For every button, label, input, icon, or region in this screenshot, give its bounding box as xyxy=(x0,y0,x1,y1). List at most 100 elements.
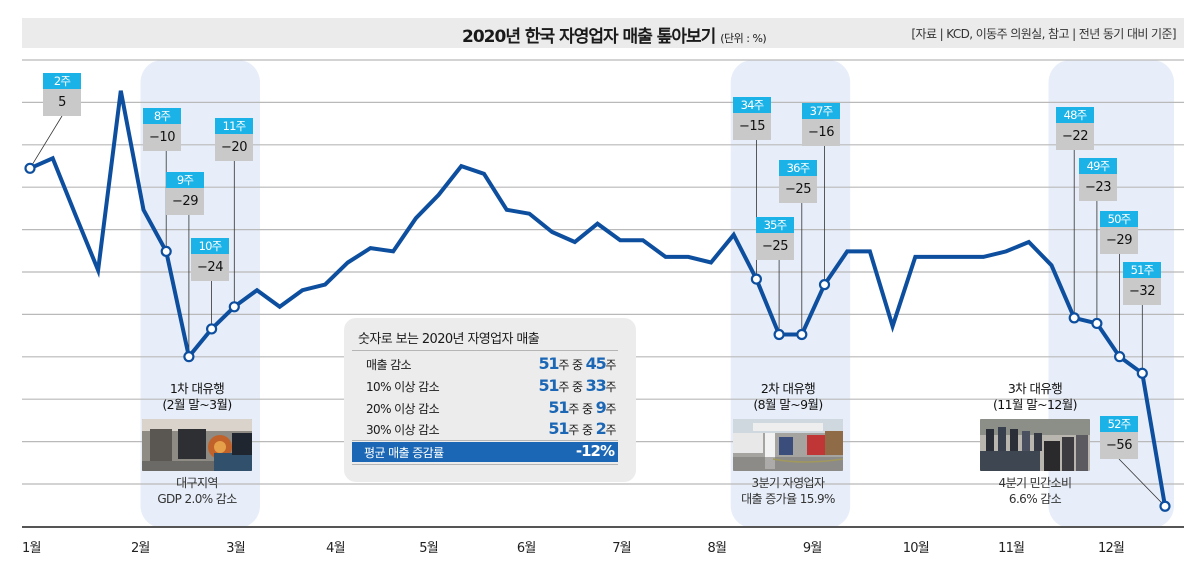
x-tick-label: 4월 xyxy=(326,541,345,556)
summary-average-label: 평균 매출 증감률 xyxy=(364,446,444,460)
callout-value: −32 xyxy=(1123,278,1161,305)
summary-box: 숫자로 보는 2020년 자영업자 매출 매출 감소 51주 중 45주 10%… xyxy=(344,318,636,482)
summary-total: 51 xyxy=(548,419,569,438)
callout-week-37: 37주 −16 xyxy=(802,103,840,146)
highlight-band-2 xyxy=(730,60,851,528)
wave-2-note-2: 대출 증가율 15.9% xyxy=(741,492,835,506)
wave-label-1: 1차 대유행 (2월 말~3월) 대구지역 GDP 2.0% 감소 xyxy=(137,381,257,507)
x-tick-label: 5월 xyxy=(419,541,438,556)
summary-total-unit: 주 중 xyxy=(568,402,596,416)
leader-line xyxy=(29,115,63,169)
callout-value: −15 xyxy=(733,113,771,140)
x-tick-label: 8월 xyxy=(707,541,727,556)
callout-week-11: 11주 −20 xyxy=(215,118,253,161)
wave-3-title: 3차 대유행 xyxy=(1007,381,1063,396)
summary-row-value: 51주 중 33주 xyxy=(538,376,616,395)
callout-week-52: 52주 −56 xyxy=(1100,416,1138,459)
summary-row-label: 매출 감소 xyxy=(366,358,412,372)
data-point-marker xyxy=(750,273,763,285)
summary-row: 10% 이상 감소 51주 중 33주 xyxy=(358,376,617,396)
summary-count-unit: 주 xyxy=(605,423,617,437)
callout-week-label: 11주 xyxy=(215,118,253,134)
wave-1-note-2: GDP 2.0% 감소 xyxy=(157,492,237,506)
callout-value: −22 xyxy=(1056,123,1094,150)
wave-2-note-1: 3분기 자영업자 xyxy=(751,476,825,490)
callout-week-label: 2주 xyxy=(43,73,81,89)
callout-week-label: 10주 xyxy=(191,238,229,254)
callout-week-label: 52주 xyxy=(1100,416,1138,432)
wave-3-note-1: 4분기 민간소비 xyxy=(998,476,1072,490)
summary-count-unit: 주 xyxy=(605,380,617,394)
wave-1-photo xyxy=(142,419,252,471)
wave-2-photo xyxy=(733,419,843,471)
callout-value: −29 xyxy=(1100,227,1138,254)
data-point-markers xyxy=(24,162,1171,512)
wave-label-3: 3차 대유행 (11월 말~12월) 4분기 민간소비 6.6% 감소 xyxy=(975,381,1095,507)
callout-value: 5 xyxy=(43,89,81,116)
callout-week-36: 36주 −25 xyxy=(779,160,817,203)
data-point-marker xyxy=(228,301,240,313)
data-point-marker xyxy=(1091,317,1103,330)
summary-total: 51 xyxy=(548,398,569,417)
summary-count-unit: 주 xyxy=(605,358,617,372)
callout-week-8: 8주 −10 xyxy=(143,108,181,151)
callout-week-34: 34주 −15 xyxy=(733,97,771,140)
summary-row: 매출 감소 51주 중 45주 xyxy=(358,354,617,374)
x-tick-label: 11월 xyxy=(998,541,1025,556)
callout-week-label: 9주 xyxy=(166,172,204,188)
data-point-marker xyxy=(24,162,36,174)
callout-week-label: 35주 xyxy=(756,217,794,233)
wave-3-photo xyxy=(980,419,1090,471)
callout-week-49: 49주 −23 xyxy=(1079,158,1117,201)
callout-week-label: 36주 xyxy=(779,160,817,176)
wave-2-title: 2차 대유행 xyxy=(760,381,816,396)
callout-value: −20 xyxy=(215,134,253,161)
callout-week-label: 49주 xyxy=(1079,158,1117,174)
summary-row-value: 51주 중 45주 xyxy=(538,354,616,373)
summary-count: 9 xyxy=(595,398,607,417)
summary-row-value: 51주 중 9주 xyxy=(548,398,616,417)
x-tick-label: 6월 xyxy=(516,541,536,556)
wave-3-subtitle: (11월 말~12월) xyxy=(993,397,1078,412)
callout-week-2: 2주 5 xyxy=(43,73,81,116)
data-point-marker xyxy=(773,328,785,341)
summary-row-label: 10% 이상 감소 xyxy=(366,380,440,394)
callout-value: −25 xyxy=(756,233,794,260)
chart-title: 2020년 한국 자영업자 매출 톺아보기 (단위 : %) xyxy=(462,22,767,47)
summary-divider-top xyxy=(352,350,618,351)
callout-value: −16 xyxy=(802,119,840,146)
x-tick-label: 2월 xyxy=(130,541,150,556)
x-tick-label: 12월 xyxy=(1097,541,1125,556)
wave-1-title: 1차 대유행 xyxy=(169,381,225,396)
series-line xyxy=(29,90,1167,507)
data-point-marker xyxy=(206,323,218,335)
data-point-marker xyxy=(1113,351,1126,363)
leader-line xyxy=(1118,458,1166,507)
callout-week-label: 50주 xyxy=(1100,211,1138,227)
wave-1-note-1: 대구지역 xyxy=(176,476,218,490)
summary-total-unit: 주 중 xyxy=(558,358,586,372)
summary-count: 2 xyxy=(595,419,607,438)
data-point-marker xyxy=(818,279,831,291)
callout-value: −56 xyxy=(1100,432,1138,459)
x-tick-label: 1월 xyxy=(22,541,41,556)
x-tick-label: 3월 xyxy=(226,541,245,556)
summary-title: 숫자로 보는 2020년 자영업자 매출 xyxy=(358,332,540,347)
summary-row: 30% 이상 감소 51주 중 2주 xyxy=(358,419,617,439)
summary-count: 33 xyxy=(585,376,607,395)
callout-week-label: 8주 xyxy=(143,108,181,124)
source-note: [자료 | KCD, 이동주 의원실, 참고 | 전년 동기 대비 기준] xyxy=(911,27,1176,41)
unit-label: (단위 : %) xyxy=(720,32,767,45)
wave-1-subtitle: (2월 말~3월) xyxy=(162,397,232,412)
callout-value: −23 xyxy=(1079,174,1117,201)
data-point-marker xyxy=(1136,367,1148,379)
data-point-marker xyxy=(183,351,195,363)
callout-week-35: 35주 −25 xyxy=(756,217,794,260)
summary-average-bar: 평균 매출 증감률 -12% xyxy=(352,442,618,462)
callout-week-label: 34주 xyxy=(733,97,771,113)
callout-value: −25 xyxy=(779,176,817,203)
summary-total: 51 xyxy=(538,376,559,395)
summary-average-value: -12% xyxy=(575,442,615,460)
callout-week-9: 9주 −29 xyxy=(166,172,204,215)
summary-row-label: 30% 이상 감소 xyxy=(366,423,440,437)
